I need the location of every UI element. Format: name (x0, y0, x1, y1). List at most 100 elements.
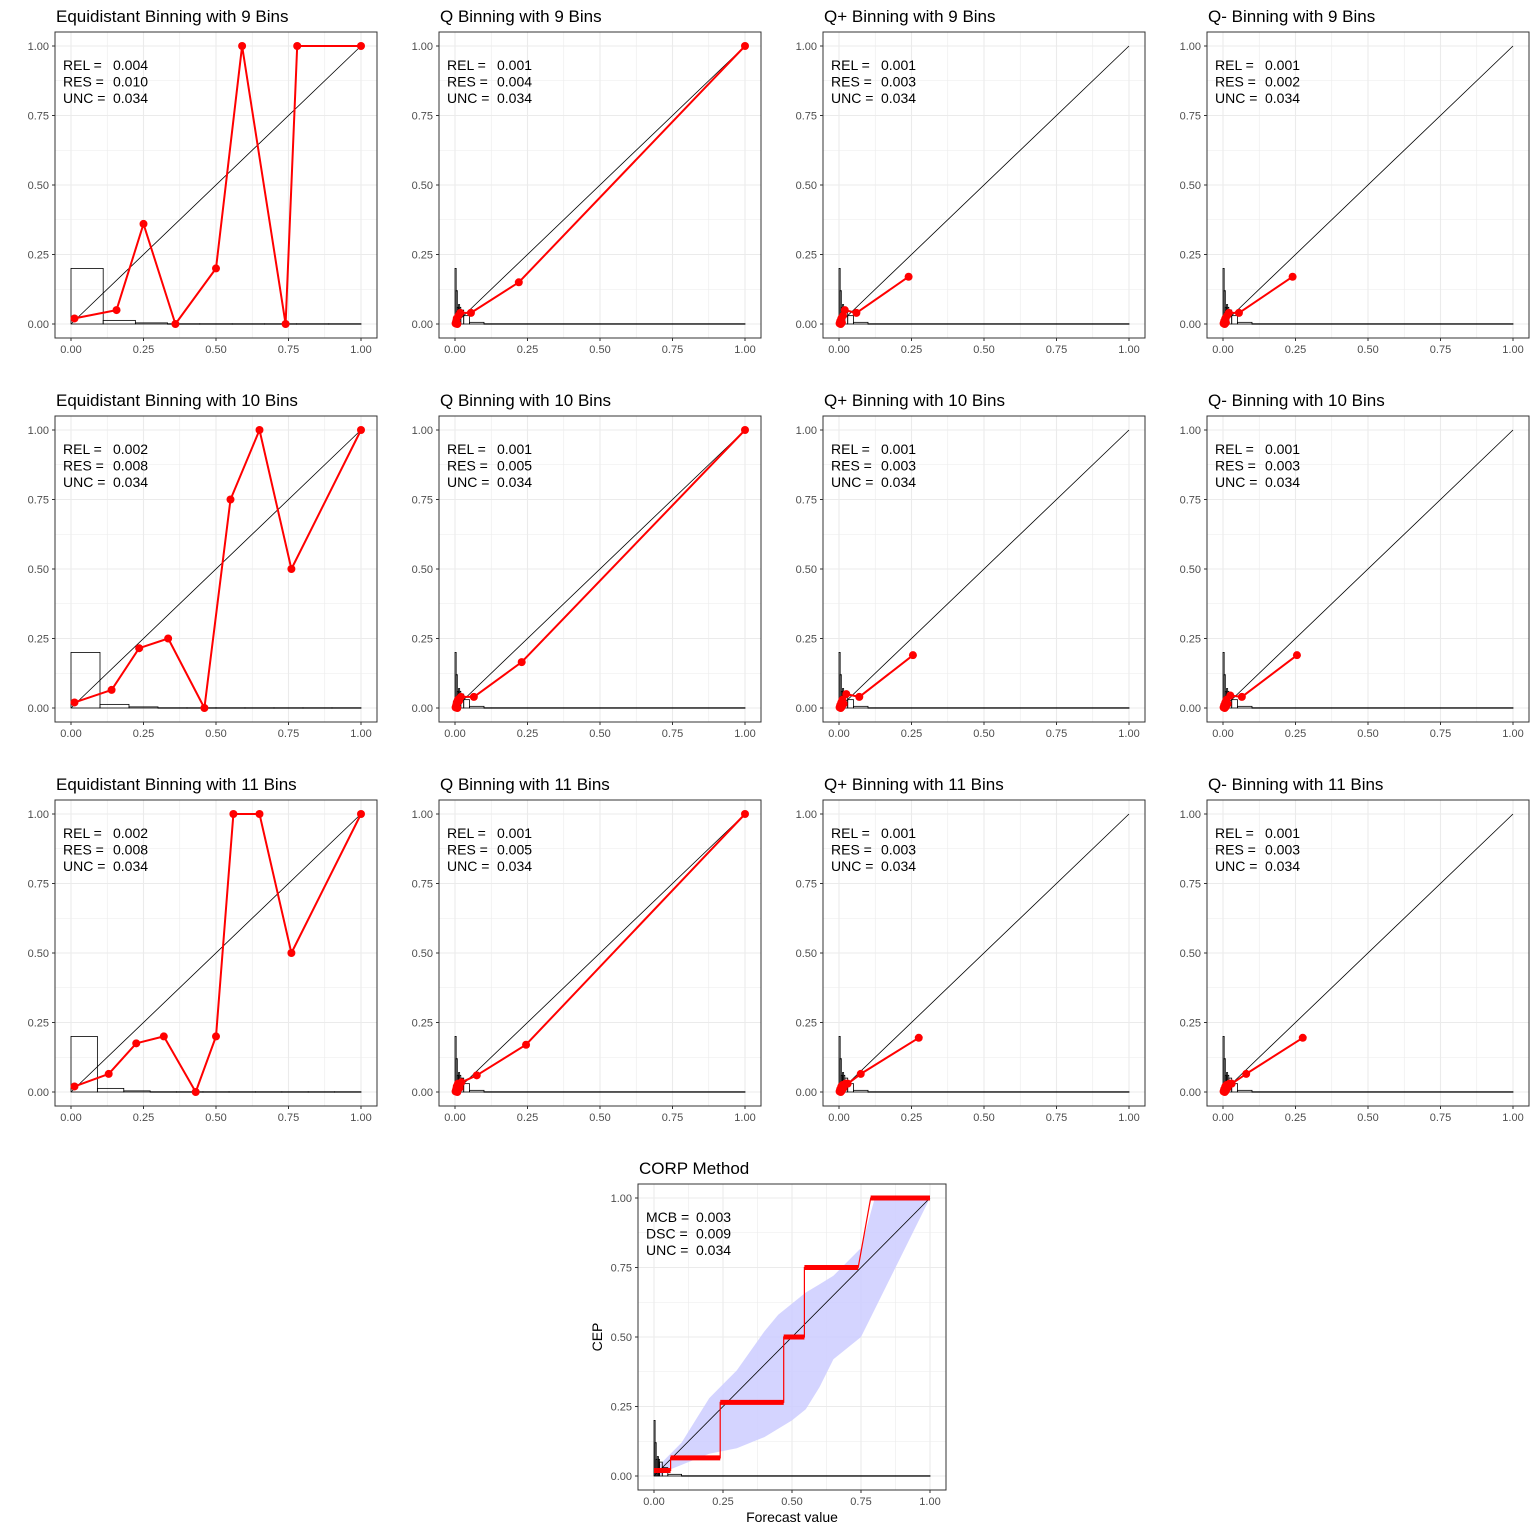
histogram-bar (99, 703, 130, 709)
x-tick-label: 1.00 (734, 728, 755, 740)
reliability-point (1221, 318, 1230, 327)
histogram-bar (469, 705, 485, 709)
histogram-bar (328, 323, 362, 325)
y-tick-label: 0.75 (412, 879, 433, 891)
diagonal-reference-line (838, 813, 1130, 1093)
stat-label: REL = (1215, 441, 1254, 457)
diagonal-reference-line (70, 429, 362, 709)
y-tick-label: 0.00 (28, 319, 49, 331)
y-tick-label: 0.50 (796, 180, 817, 192)
y-tick-label: 0.00 (412, 1087, 433, 1099)
panel-title: Q Binning with 10 Bins (440, 391, 611, 410)
reliability-panel: Q+ Binning with 10 Bins REL = 0.001 RES = 0.… (796, 391, 1146, 740)
stat-value: 0.008 (113, 458, 148, 474)
reliability-point (255, 810, 264, 818)
histogram-bar (273, 707, 304, 709)
reliability-point (456, 692, 465, 701)
stat-value: 0.003 (881, 842, 916, 858)
stat-value: 0.034 (881, 858, 916, 874)
stat-value: 0.001 (497, 825, 532, 841)
stat-label: UNC = (1215, 474, 1257, 490)
histogram-bar (853, 1089, 869, 1093)
diagonal-reference-line (454, 45, 746, 325)
x-tick-label: 1.00 (1502, 344, 1523, 356)
x-tick-label: 0.75 (1046, 728, 1067, 740)
reliability-point (456, 308, 465, 317)
y-tick-label: 1.00 (1180, 809, 1201, 821)
histogram-bar (96, 1087, 125, 1093)
panel-title: Q+ Binning with 9 Bins (824, 7, 996, 26)
reliability-panel: Equidistant Binning with 9 Bins REL = 0.00… (28, 7, 378, 356)
histogram-bar (469, 321, 485, 325)
stat-label: REL = (447, 825, 486, 841)
y-tick-label: 0.75 (28, 495, 49, 507)
x-tick-label: 0.00 (444, 1112, 465, 1124)
histogram-bar (202, 1091, 230, 1093)
histogram-bar (102, 319, 136, 325)
stat-label: REL = (831, 57, 870, 73)
stat-label: UNC = (63, 90, 105, 106)
reliability-point (357, 810, 365, 818)
stat-value: 0.034 (881, 474, 916, 490)
reliability-point (70, 314, 79, 323)
y-tick-label: 0.25 (28, 634, 49, 646)
histogram-bar (199, 323, 233, 325)
stat-value: 0.005 (497, 842, 532, 858)
reliability-point (839, 699, 848, 708)
reliability-panel: Q Binning with 10 Bins REL = 0.001 RES = 0.0… (412, 391, 762, 740)
y-tick-label: 0.50 (412, 948, 433, 960)
panel-title: Q+ Binning with 10 Bins (824, 391, 1005, 410)
reliability-point (229, 810, 238, 818)
x-tick-label: 0.75 (278, 1112, 299, 1124)
histogram-bar (1237, 705, 1253, 709)
reliability-point (469, 692, 478, 701)
reliability-point (212, 264, 220, 273)
reliability-point (472, 1071, 481, 1080)
reliability-point (855, 692, 864, 701)
y-tick-label: 0.25 (796, 250, 817, 262)
x-tick-label: 0.25 (133, 344, 154, 356)
diagonal-reference-line (1222, 813, 1514, 1093)
x-tick-label: 0.50 (205, 728, 226, 740)
reliability-panel: Q- Binning with 11 Bins REL = 0.001 RES = 0.… (1180, 775, 1530, 1124)
panel-title: Q Binning with 11 Bins (440, 775, 610, 794)
histogram-bar (1251, 323, 1514, 325)
x-tick-label: 1.00 (350, 728, 371, 740)
y-tick-label: 0.25 (611, 1402, 632, 1414)
histogram-bar (1251, 707, 1514, 709)
reliability-point (741, 426, 749, 434)
x-tick-label: 0.75 (1430, 344, 1451, 356)
x-tick-label: 0.25 (517, 344, 538, 356)
reliability-panel: Q Binning with 11 Bins REL = 0.001 RES = 0.0… (412, 775, 762, 1124)
y-tick-label: 0.75 (796, 495, 817, 507)
reliability-point (741, 810, 749, 818)
y-tick-label: 0.75 (1180, 495, 1201, 507)
x-tick-label: 0.25 (901, 1112, 922, 1124)
stat-label: REL = (1215, 57, 1254, 73)
x-tick-label: 0.50 (1357, 1112, 1378, 1124)
stat-value: 0.034 (696, 1242, 731, 1258)
stat-value: 0.004 (113, 57, 148, 73)
diagonal-reference-line (454, 429, 746, 709)
y-tick-label: 0.25 (796, 1018, 817, 1030)
y-tick-label: 0.50 (796, 948, 817, 960)
reliability-point (287, 949, 296, 957)
histogram-bar (149, 1091, 177, 1093)
histogram-bar (483, 1091, 746, 1093)
y-tick-label: 0.75 (412, 111, 433, 123)
histogram-bar (483, 707, 746, 709)
y-axis-label: CEP (589, 1323, 605, 1352)
reliability-point (914, 1033, 923, 1042)
x-tick-label: 0.00 (1212, 1112, 1233, 1124)
histogram-bar (853, 321, 869, 325)
reliability-point (741, 42, 749, 50)
stat-label: RES = (1215, 458, 1256, 474)
stat-label: REL = (63, 441, 102, 457)
diagonal-reference-line (70, 45, 362, 325)
panel-title: Q- Binning with 10 Bins (1208, 391, 1385, 410)
diagonal-reference-line (1222, 45, 1514, 325)
y-tick-label: 0.50 (611, 1332, 632, 1344)
histogram-bar (215, 707, 246, 709)
panel-title: Equidistant Binning with 9 Bins (56, 7, 288, 26)
stat-label: RES = (63, 74, 104, 90)
